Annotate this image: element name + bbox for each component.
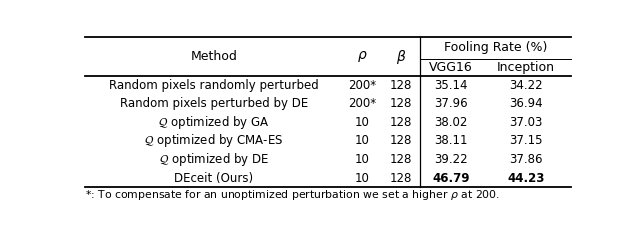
Text: 38.11: 38.11 [434,134,467,147]
Text: 128: 128 [390,79,412,92]
Text: $\beta$: $\beta$ [396,47,406,65]
Text: 200*: 200* [348,97,376,110]
Text: 200*: 200* [348,79,376,92]
Text: 128: 128 [390,134,412,147]
Text: Random pixels randomly perturbed: Random pixels randomly perturbed [109,79,319,92]
Text: 37.86: 37.86 [509,153,543,166]
Text: *: To compensate for an unoptimized perturbation we set a higher $\rho$ at 200.: *: To compensate for an unoptimized pert… [85,188,500,202]
Text: 46.79: 46.79 [432,171,470,184]
Text: 44.23: 44.23 [508,171,545,184]
Text: VGG16: VGG16 [429,61,472,74]
Text: 35.14: 35.14 [434,79,467,92]
Text: $\mathcal{Q}$ optimized by DE: $\mathcal{Q}$ optimized by DE [159,151,269,168]
Text: 34.22: 34.22 [509,79,543,92]
Text: 128: 128 [390,116,412,129]
Text: 37.96: 37.96 [434,97,468,110]
Text: Method: Method [190,50,237,63]
Text: 128: 128 [390,97,412,110]
Text: $\mathcal{Q}$ optimized by CMA-ES: $\mathcal{Q}$ optimized by CMA-ES [144,132,284,149]
Text: Fooling Rate (%): Fooling Rate (%) [444,42,547,54]
Text: $\mathcal{Q}$ optimized by GA: $\mathcal{Q}$ optimized by GA [158,114,269,131]
Text: 37.03: 37.03 [509,116,543,129]
Text: 10: 10 [355,116,369,129]
Text: 10: 10 [355,171,369,184]
Text: 36.94: 36.94 [509,97,543,110]
Text: $\rho$: $\rho$ [356,49,367,64]
Text: 10: 10 [355,153,369,166]
Text: 10: 10 [355,134,369,147]
Text: 128: 128 [390,171,412,184]
Text: DEceit (Ours): DEceit (Ours) [174,171,253,184]
Text: 39.22: 39.22 [434,153,468,166]
Text: 38.02: 38.02 [434,116,467,129]
Text: Random pixels perturbed by DE: Random pixels perturbed by DE [120,97,308,110]
Text: 37.15: 37.15 [509,134,543,147]
Text: Inception: Inception [497,61,555,74]
Text: 128: 128 [390,153,412,166]
